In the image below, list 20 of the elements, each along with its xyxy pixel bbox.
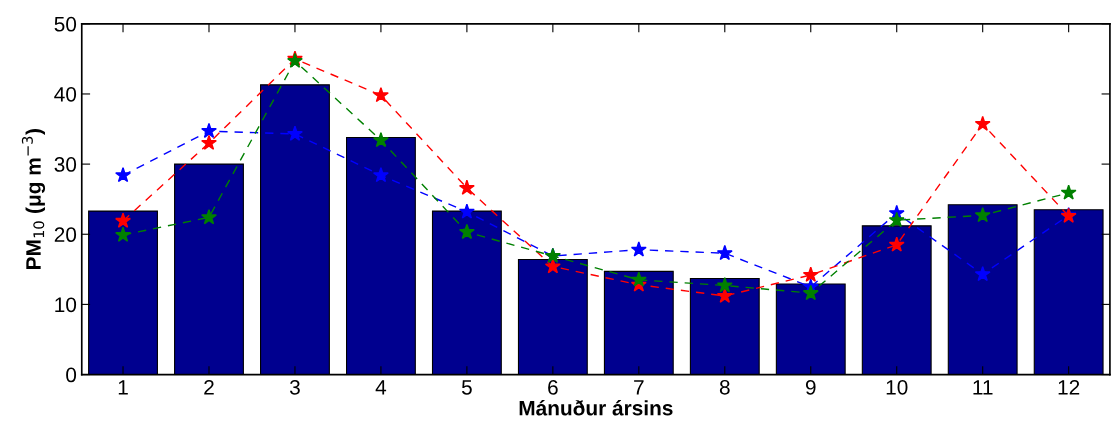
x-tick-label: 7	[634, 380, 644, 395]
x-tick-label: 12	[1058, 379, 1080, 395]
x-tick-label: 10	[886, 379, 908, 395]
x-tick-label: 1	[118, 380, 128, 395]
x-tick-label: 6	[548, 379, 558, 395]
x-tick-label: 2	[204, 379, 214, 395]
x-tick-label: 4	[375, 380, 387, 395]
y-tick-label: 20	[54, 227, 77, 243]
y-axis-title: PM$_{10}$ (μg m$^{−3}$)	[21, 129, 46, 269]
x-tick-label: 5	[461, 380, 472, 395]
y-tick-label: 10	[55, 297, 77, 313]
y-tick-label: 30	[54, 157, 77, 172]
x-tick-label: 11	[973, 380, 993, 395]
y-tick-label: 0	[66, 367, 77, 383]
x-axis-title: Mánuður ársins	[519, 400, 673, 416]
y-tick-label: 40	[54, 86, 77, 102]
y-tick-label: 50	[54, 16, 77, 32]
x-tick-label: 9	[805, 379, 816, 395]
x-tick-label: 3	[289, 379, 300, 395]
x-tick-label: 8	[719, 379, 730, 395]
